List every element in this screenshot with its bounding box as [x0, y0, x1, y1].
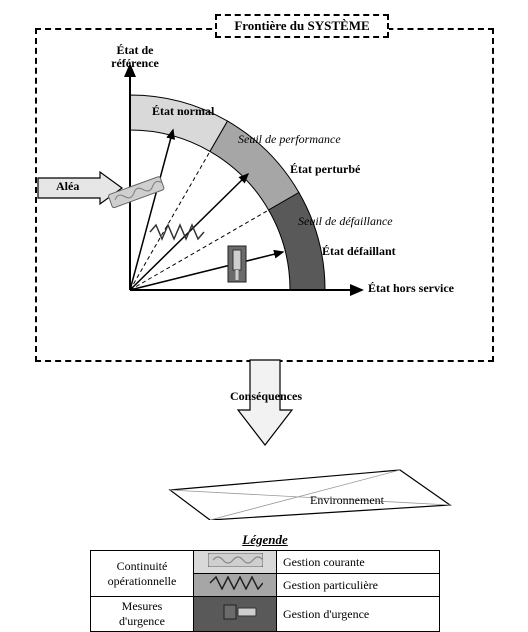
legend-right-2: Gestion particulière — [277, 574, 440, 597]
axis-top-label: État de référence — [95, 44, 175, 70]
legend-icon-2 — [194, 574, 277, 597]
state-out-label: État hors service — [368, 282, 454, 295]
environment-label: Environnement — [310, 494, 384, 507]
alea-label: Aléa — [56, 180, 79, 193]
legend-right-1: Gestion courante — [277, 551, 440, 574]
system-diagram — [0, 0, 528, 520]
legend-left-2: Mesures d'urgence — [91, 597, 194, 632]
consequences-label: Conséquences — [230, 390, 302, 403]
seuil-perf-label: Seuil de performance — [238, 133, 341, 146]
state-failing-label: État défaillant — [322, 245, 396, 258]
spring-light-icon — [108, 176, 164, 208]
legend-left-1: Continuité opérationnelle — [91, 551, 194, 597]
arrow-failing — [130, 252, 283, 290]
spring-dark-icon — [228, 246, 246, 282]
legend-icon-1 — [194, 551, 277, 574]
arrow-normal — [130, 130, 173, 290]
legend-title: Légende — [90, 532, 440, 548]
legend-icon-3 — [194, 597, 277, 632]
state-normal-label: État normal — [152, 105, 214, 118]
legend-row-1: Continuité opérationnelle Gestion couran… — [91, 551, 440, 574]
seuil-def-label: Seuil de défaillance — [298, 215, 393, 228]
legend-row-3: Mesures d'urgence Gestion d'urgence — [91, 597, 440, 632]
spring-mid-icon — [150, 225, 204, 239]
legend-right-3: Gestion d'urgence — [277, 597, 440, 632]
state-perturbed-label: État perturbé — [290, 163, 360, 176]
sep-1 — [130, 151, 210, 290]
legend-table: Continuité opérationnelle Gestion couran… — [90, 550, 440, 632]
arc-failing — [269, 193, 325, 291]
